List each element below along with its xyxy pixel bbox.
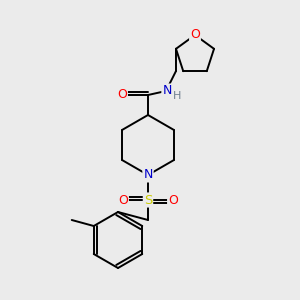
Text: N: N	[143, 169, 153, 182]
Text: H: H	[173, 91, 181, 101]
Text: O: O	[117, 88, 127, 101]
Text: O: O	[168, 194, 178, 206]
Text: N: N	[162, 85, 172, 98]
Text: S: S	[144, 194, 152, 206]
Text: O: O	[190, 28, 200, 41]
Text: O: O	[118, 194, 128, 206]
